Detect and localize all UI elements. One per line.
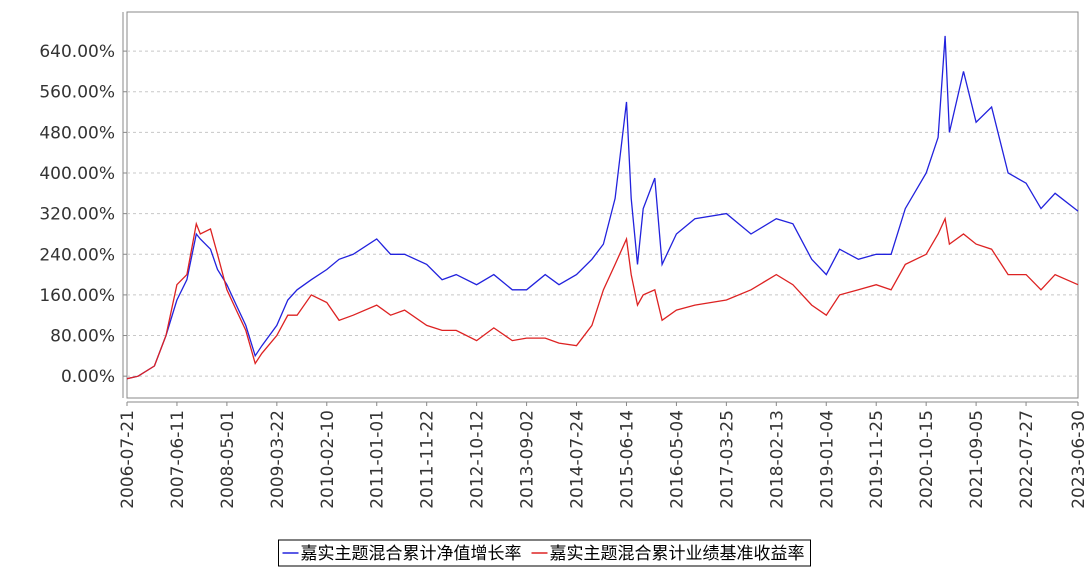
x-tick-label: 2011-11-22 xyxy=(418,410,438,509)
legend: 嘉实主题混合累计净值增长率 嘉实主题混合累计业绩基准收益率 xyxy=(278,539,811,567)
y-tick-label: 320.00% xyxy=(39,205,115,225)
legend-label: 嘉实主题混合累计净值增长率 xyxy=(301,544,522,564)
x-tick-label: 2018-02-13 xyxy=(767,410,787,509)
x-tick-label: 2016-05-04 xyxy=(667,410,687,509)
x-tick-label: 2019-11-25 xyxy=(867,410,887,509)
series-line xyxy=(126,216,1079,380)
x-tick-label: 2011-01-01 xyxy=(368,410,388,509)
x-tick-label: 2014-07-24 xyxy=(568,410,588,509)
x-tick-label: 2010-02-10 xyxy=(318,410,338,509)
x-tick-label: 2007-06-11 xyxy=(168,410,188,509)
x-tick-label: 2020-10-15 xyxy=(917,410,937,509)
x-tick-label: 2021-09-05 xyxy=(967,410,987,509)
y-tick-label: 0.00% xyxy=(61,367,115,387)
x-tick-label: 2009-03-22 xyxy=(268,410,288,509)
legend-label: 嘉实主题混合累计业绩基准收益率 xyxy=(550,544,805,564)
x-tick-label: 2013-09-02 xyxy=(518,410,538,509)
x-tick-label: 2019-01-04 xyxy=(817,410,837,509)
y-tick-label: 240.00% xyxy=(39,245,115,265)
series-line xyxy=(126,35,1079,380)
y-tick-label: 160.00% xyxy=(39,286,115,306)
x-tick-label: 2023-06-30 xyxy=(1069,410,1089,509)
y-tick-label: 400.00% xyxy=(39,164,115,184)
x-tick-label: 2012-10-12 xyxy=(468,410,488,509)
x-tick-label: 2017-03-25 xyxy=(717,410,737,509)
x-tick-label: 2006-07-21 xyxy=(118,410,138,509)
y-tick-label: 80.00% xyxy=(50,327,115,347)
y-tick-label: 560.00% xyxy=(39,83,115,103)
y-tick-label: 480.00% xyxy=(39,123,115,143)
x-tick-label: 2015-06-14 xyxy=(617,410,637,509)
plot-area xyxy=(126,11,1079,399)
x-tick-label: 2022-07-27 xyxy=(1017,410,1037,509)
x-tick-label: 2008-05-01 xyxy=(218,410,238,509)
y-tick-label: 640.00% xyxy=(39,42,115,62)
